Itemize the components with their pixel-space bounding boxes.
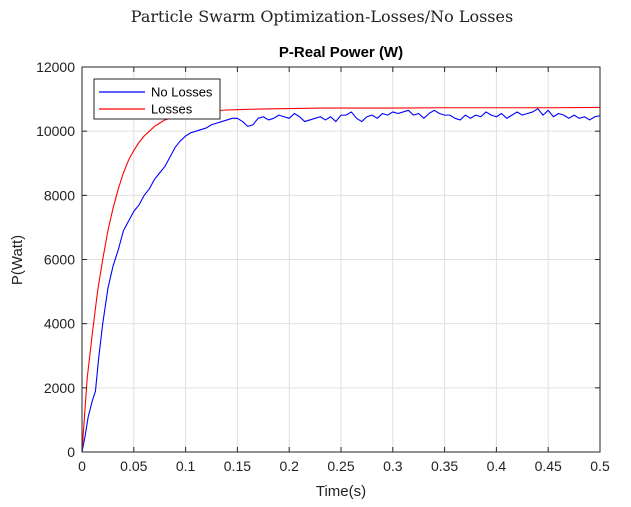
x-tick-label-2: 0.1	[176, 458, 196, 474]
x-tick-label-8: 0.4	[487, 458, 507, 474]
y-tick-label-4: 8000	[44, 187, 75, 203]
x-tick-label-7: 0.35	[431, 458, 458, 474]
figure-suptitle: Particle Swarm Optimization-Losses/No Lo…	[131, 7, 513, 26]
chart-title: P-Real Power (W)	[279, 44, 403, 61]
x-tick-label-3: 0.15	[224, 458, 251, 474]
x-tick-label-0: 0	[78, 458, 86, 474]
y-tick-label-6: 12000	[36, 59, 75, 75]
x-tick-label-6: 0.3	[383, 458, 403, 474]
legend-label-0: No Losses	[151, 85, 213, 100]
x-axis-label: Time(s)	[316, 483, 366, 500]
x-tick-label-1: 0.05	[120, 458, 147, 474]
y-tick-label-3: 6000	[44, 252, 75, 268]
legend-label-1: Losses	[151, 102, 193, 117]
x-tick-label-4: 0.2	[279, 458, 299, 474]
y-tick-label-1: 2000	[44, 380, 75, 396]
x-tick-label-5: 0.25	[327, 458, 354, 474]
x-tick-label-9: 0.45	[535, 458, 562, 474]
y-tick-label-5: 10000	[36, 123, 75, 139]
y-tick-label-2: 4000	[44, 316, 75, 332]
y-axis-label: P(Watt)	[9, 235, 26, 285]
plot-area: 0 0.05 0.1 0.15 0.2 0.25 0.3 0.35 0.4 0.45 0.5 0 200…	[36, 59, 610, 474]
legend: No Losses Losses	[93, 78, 221, 120]
series-line-no-losses	[81, 108, 601, 453]
x-tick-label-10: 0.5	[590, 458, 610, 474]
y-tick-label-0: 0	[67, 444, 75, 460]
legend-box	[93, 78, 221, 120]
